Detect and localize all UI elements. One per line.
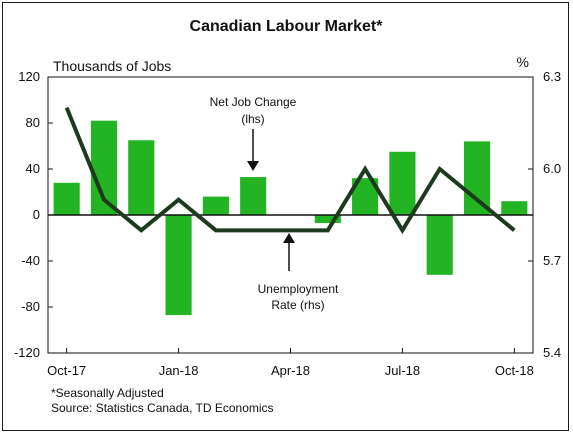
bar-Mar-18 xyxy=(240,177,266,215)
left-tick-label: 80 xyxy=(26,115,40,130)
bar-Sep-18 xyxy=(464,141,490,215)
chart-frame: Canadian Labour Market* Thousands of Job… xyxy=(2,2,569,431)
bar-annotation-line1: Net Job Change xyxy=(210,95,297,109)
line-annotation-line2: Rate (rhs) xyxy=(271,298,324,312)
x-tick-label: Apr-18 xyxy=(271,363,310,378)
line-annotation-line1: Unemployment xyxy=(258,282,339,296)
right-tick-label: 5.7 xyxy=(543,253,561,268)
x-tick-label: Jul-18 xyxy=(385,363,420,378)
chart-title: Canadian Labour Market* xyxy=(190,18,384,35)
chart: Canadian Labour Market* Thousands of Job… xyxy=(3,3,570,432)
bar-Jan-18 xyxy=(166,215,192,315)
left-tick-label: -120 xyxy=(14,345,40,360)
x-tick-label: Jan-18 xyxy=(159,363,199,378)
left-tick-label: -40 xyxy=(21,253,40,268)
left-tick-label: -80 xyxy=(21,299,40,314)
right-axis-label: % xyxy=(517,54,529,70)
note-source: Source: Statistics Canada, TD Economics xyxy=(51,401,274,415)
right-tick-label: 6.3 xyxy=(543,69,561,84)
x-tick-label: Oct-18 xyxy=(495,363,534,378)
bar-Aug-18 xyxy=(427,215,453,275)
bar-Oct-17 xyxy=(54,183,80,215)
x-tick-label: Oct-17 xyxy=(47,363,86,378)
line-annotation-arrow-head xyxy=(283,233,295,243)
bar-annotation-arrow-head xyxy=(247,161,259,171)
right-tick-label: 6.0 xyxy=(543,161,561,176)
right-tick-label: 5.4 xyxy=(543,345,561,360)
bar-Oct-18 xyxy=(501,201,527,215)
left-tick-label: 40 xyxy=(26,161,40,176)
left-axis-label: Thousands of Jobs xyxy=(53,58,171,74)
bar-Dec-17 xyxy=(128,140,154,215)
bar-annotation-line2: (lhs) xyxy=(241,112,264,126)
left-tick-label: 0 xyxy=(33,207,40,222)
line-series-annotation: Unemployment Rate (rhs) xyxy=(258,233,339,312)
bar-Jul-18 xyxy=(389,152,415,215)
left-tick-label: 120 xyxy=(18,69,40,84)
note-seasonally-adjusted: *Seasonally Adjusted xyxy=(51,386,164,400)
bar-series-annotation: Net Job Change (lhs) xyxy=(210,95,297,171)
bar-Feb-18 xyxy=(203,197,229,215)
